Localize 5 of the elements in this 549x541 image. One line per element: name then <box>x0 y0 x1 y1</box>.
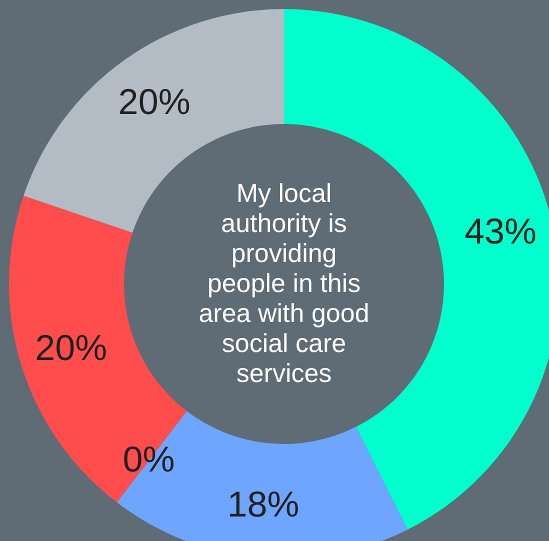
data-label: 18% <box>227 484 300 525</box>
data-label: 20% <box>118 81 190 122</box>
data-label: 43% <box>464 210 537 252</box>
data-label: 20% <box>35 326 108 368</box>
text: My local authority is providing people in this area with good social care services <box>198 178 370 388</box>
